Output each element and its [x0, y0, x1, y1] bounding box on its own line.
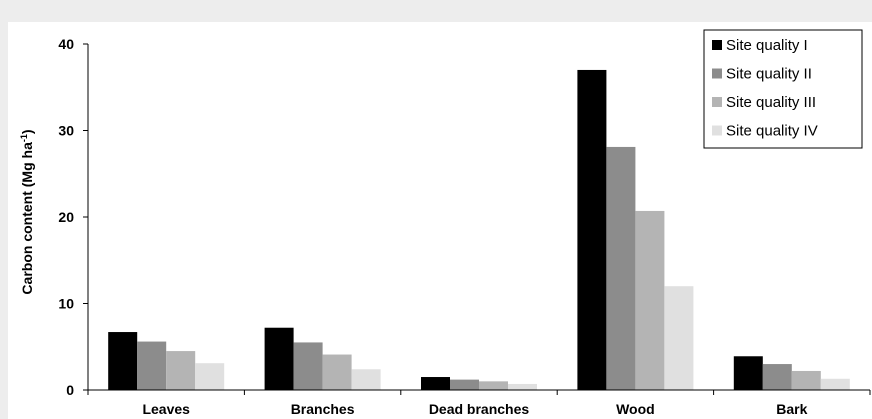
- bar-dead-branches-site-quality-iv: [508, 383, 537, 390]
- legend-label-site-quality-iv: Site quality IV: [726, 123, 818, 140]
- bar-branches-site-quality-ii: [293, 342, 323, 390]
- bar-dead-branches-site-quality-ii: [450, 379, 479, 390]
- legend-label-site-quality-iii: Site quality III: [726, 94, 816, 111]
- bar-wood-site-quality-i: [577, 69, 607, 390]
- bar-bark-site-quality-iii: [791, 370, 821, 390]
- legend-box: [703, 29, 863, 149]
- y-tick-label: 20: [58, 209, 74, 225]
- legend-label-site-quality-i: Site quality I: [726, 37, 808, 54]
- y-axis-title-suffix: ): [19, 129, 35, 134]
- x-tick-label-branches: Branches: [291, 401, 355, 417]
- bar-dead-branches-site-quality-iii: [479, 381, 508, 390]
- bar-leaves-site-quality-ii: [137, 341, 167, 390]
- bar-branches-site-quality-iii: [322, 354, 352, 390]
- y-tick-label: 10: [58, 296, 74, 312]
- bar-leaves-site-quality-iii: [166, 351, 196, 390]
- y-ticks-group: 0 10 20 30 40: [58, 36, 88, 398]
- legend: Site quality I Site quality II Site qualit…: [703, 29, 863, 149]
- x-tick-label-bark: Bark: [776, 401, 807, 417]
- legend-label-site-quality-ii: Site quality II: [726, 66, 812, 83]
- bar-wood-site-quality-ii: [606, 146, 636, 390]
- bar-branches-site-quality-iv: [351, 369, 381, 390]
- x-tick-label-dead-branches: Dead branches: [429, 401, 530, 417]
- bar-bark-site-quality-i: [733, 356, 763, 390]
- bar-bark-site-quality-iv: [820, 378, 850, 390]
- legend-swatch-site-quality-ii: [712, 68, 722, 79]
- bar-leaves-site-quality-iv: [195, 363, 225, 390]
- y-tick-label: 40: [58, 36, 74, 52]
- bar-bark-site-quality-ii: [762, 364, 792, 390]
- legend-swatch-site-quality-iv: [712, 125, 722, 136]
- bar-leaves-site-quality-i: [108, 332, 138, 390]
- legend-swatch-site-quality-i: [712, 40, 722, 50]
- x-tick-label-leaves: Leaves: [142, 401, 190, 417]
- x-tick-label-wood: Wood: [616, 401, 655, 417]
- y-tick-label: 0: [66, 382, 74, 398]
- bar-wood-site-quality-iii: [635, 210, 665, 390]
- bars-group: [108, 69, 850, 390]
- x-labels-group: Leaves Branches Dead branches Wood Bark: [142, 401, 807, 417]
- legend-swatch-site-quality-iii: [712, 97, 722, 107]
- bar-dead-branches-site-quality-i: [421, 377, 450, 390]
- y-axis-title: Carbon content (Mg ha-1): [19, 129, 35, 294]
- y-axis-title-main: Carbon content (Mg ha: [19, 142, 35, 295]
- bar-branches-site-quality-i: [264, 327, 294, 390]
- bar-wood-site-quality-iv: [664, 286, 694, 390]
- y-axis-title-superscript: -1: [19, 134, 29, 142]
- y-tick-label: 30: [58, 123, 74, 139]
